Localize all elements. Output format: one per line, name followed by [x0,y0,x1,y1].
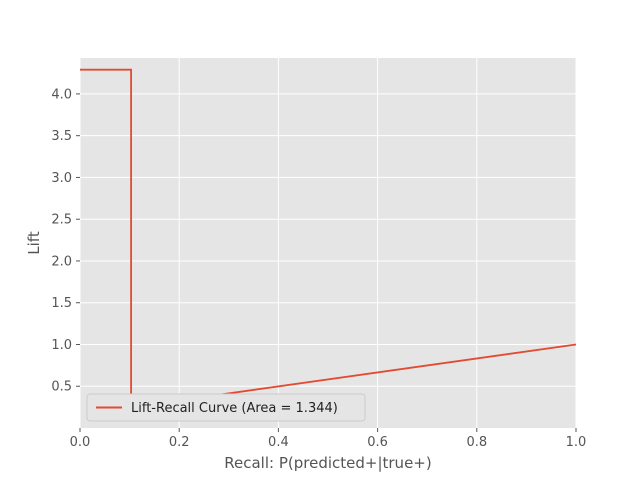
y-axis-ticks: 0.5 1.0 1.5 2.0 2.5 3.0 3.5 4.0 [51,87,80,395]
x-axis-ticks: 0.0 0.2 0.4 0.6 0.8 1.0 [70,428,587,450]
legend: Lift-Recall Curve (Area = 1.344) [86,393,366,422]
x-tick-label: 0.6 [367,435,388,450]
x-axis-title: Recall: P(predicted+|true+) [224,454,431,472]
x-tick-label: 0.8 [466,435,487,450]
x-tick-label: 1.0 [566,435,587,450]
x-tick-label: 0.0 [70,435,91,450]
y-tick-label: 1.0 [51,338,72,353]
y-tick-label: 1.5 [51,296,72,311]
y-tick-label: 2.0 [51,254,72,269]
series-layer [80,68,577,409]
grid-lines [79,58,577,428]
y-tick-label: 4.0 [51,87,72,102]
y-axis-title: Lift [25,231,43,255]
x-tick-label: 0.4 [268,435,289,450]
legend-box [86,393,366,422]
x-tick-label: 0.2 [169,435,190,450]
y-tick-label: 3.5 [51,129,72,144]
plot-area-background [80,58,576,428]
y-tick-label: 0.5 [51,380,72,395]
legend-label: Lift-Recall Curve (Area = 1.344) [131,401,338,416]
series-line [80,68,577,409]
y-tick-label: 3.0 [51,171,72,186]
y-tick-label: 2.5 [51,213,72,228]
